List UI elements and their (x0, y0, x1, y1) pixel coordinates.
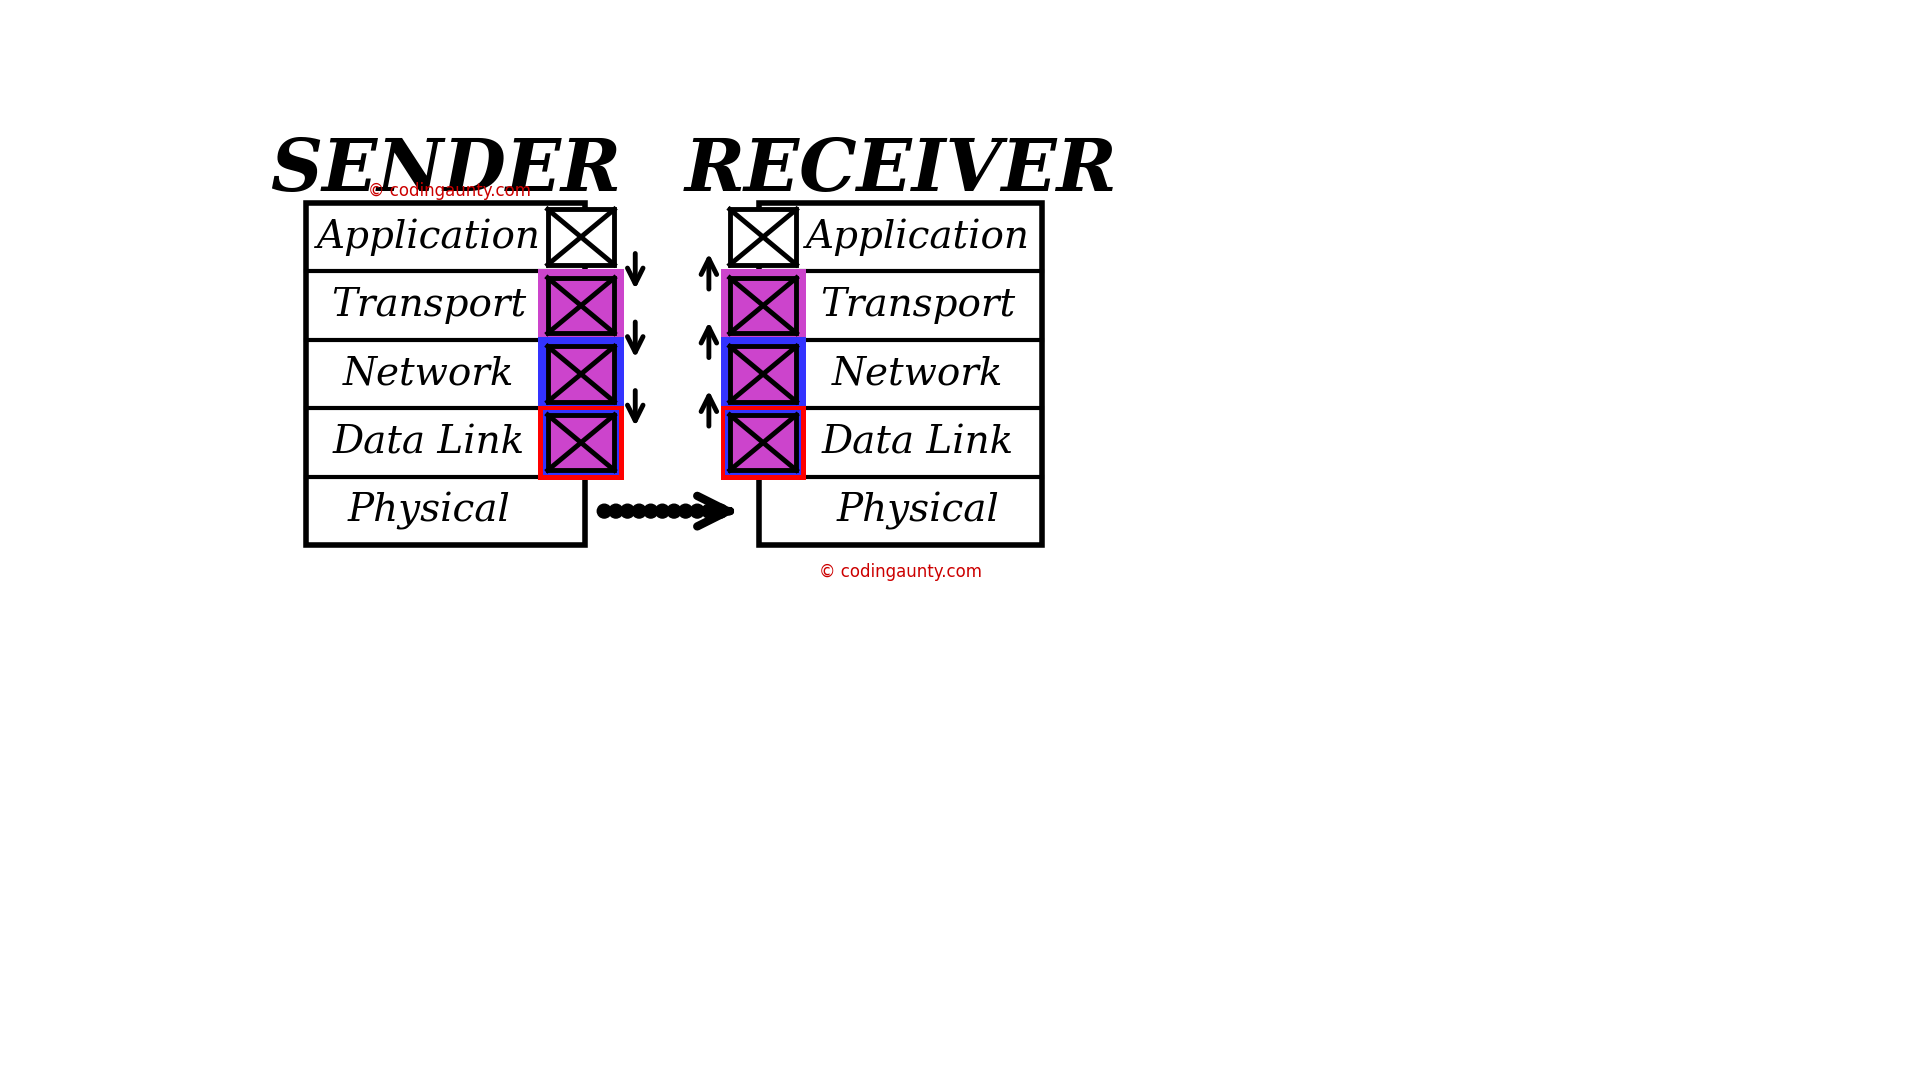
Bar (730, 210, 797, 265)
Circle shape (620, 504, 634, 518)
Text: RECEIVER: RECEIVER (684, 135, 1117, 206)
Bar (538, 406, 624, 480)
Text: © codingaunty.com: © codingaunty.com (369, 183, 530, 200)
Circle shape (703, 504, 716, 518)
Text: Data Link: Data Link (332, 424, 524, 461)
Text: Transport: Transport (820, 287, 1016, 324)
Bar (305, 203, 586, 545)
Text: Data Link: Data Link (822, 424, 1014, 461)
Text: Transport: Transport (330, 287, 526, 324)
Circle shape (678, 504, 693, 518)
Bar (730, 278, 797, 334)
Circle shape (597, 504, 611, 518)
Bar (726, 410, 801, 475)
Text: Physical: Physical (348, 492, 511, 530)
Text: Application: Application (317, 218, 541, 256)
Bar (730, 347, 797, 402)
Text: Application: Application (806, 218, 1029, 256)
Text: Network: Network (831, 355, 1004, 392)
Text: SENDER: SENDER (271, 135, 620, 206)
Bar (547, 347, 614, 402)
Bar (547, 415, 614, 470)
Bar (758, 203, 1043, 545)
Bar (547, 278, 614, 334)
Bar (720, 269, 806, 342)
Circle shape (691, 504, 705, 518)
Bar (730, 415, 797, 470)
Circle shape (632, 504, 647, 518)
Circle shape (666, 504, 682, 518)
Bar (720, 406, 806, 480)
Text: Physical: Physical (837, 492, 998, 530)
Circle shape (643, 504, 659, 518)
Text: © codingaunty.com: © codingaunty.com (820, 564, 983, 581)
Circle shape (714, 504, 728, 518)
Bar (547, 210, 614, 265)
Text: Network: Network (344, 355, 515, 392)
Circle shape (655, 504, 670, 518)
Bar (720, 337, 806, 411)
Bar (538, 269, 624, 342)
Bar (543, 410, 618, 475)
Bar (538, 337, 624, 411)
Circle shape (609, 504, 622, 518)
